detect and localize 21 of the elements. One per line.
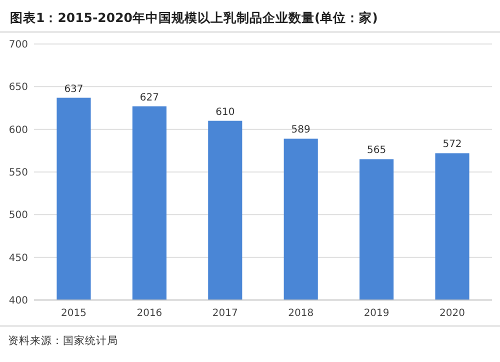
data-label: 565: [367, 145, 386, 156]
data-label: 589: [291, 124, 310, 136]
y-tick-label: 500: [8, 210, 28, 222]
y-tick-label: 400: [8, 296, 28, 306]
x-tick-label: 2015: [61, 308, 86, 319]
x-tick-label: 2016: [136, 308, 162, 319]
data-label: 627: [140, 92, 159, 104]
text: 资料来源：国家统计局: [8, 334, 118, 347]
y-tick-label: 450: [8, 252, 28, 264]
data-label: 610: [216, 106, 235, 118]
x-tick-label: 2017: [212, 308, 238, 319]
data-label: 637: [64, 84, 84, 95]
x-tick-label: 2018: [288, 308, 314, 319]
x-tick-label: 2019: [364, 308, 390, 319]
data-label: 572: [442, 139, 462, 150]
chart-title: 图表1：2015-2020年中国规模以上乳制品企业数量(单位：家): [10, 10, 378, 25]
y-tick-label: 650: [8, 82, 28, 94]
y-tick-label: 600: [8, 124, 28, 136]
y-tick-label: 700: [8, 40, 28, 50]
x-tick-label: 2020: [440, 308, 465, 319]
y-tick-label: 550: [8, 168, 28, 178]
